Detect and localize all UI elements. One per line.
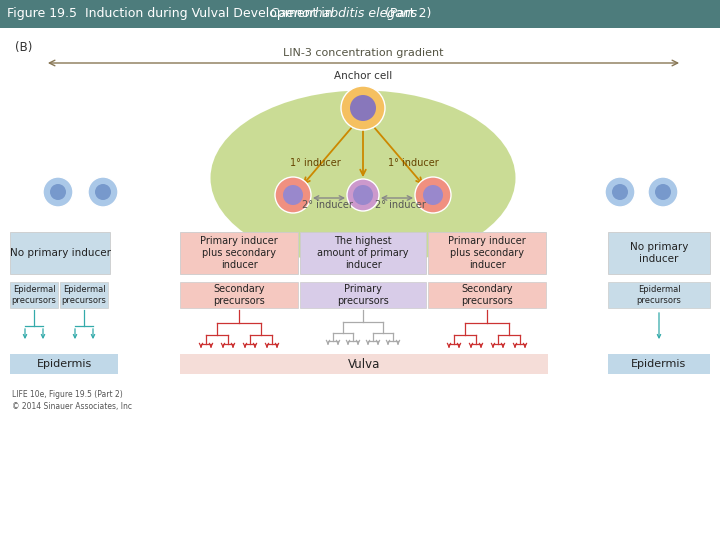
FancyBboxPatch shape (10, 282, 58, 308)
FancyBboxPatch shape (428, 232, 546, 274)
FancyBboxPatch shape (180, 282, 298, 308)
Circle shape (347, 179, 379, 211)
Text: No primary inducer: No primary inducer (9, 248, 110, 258)
Circle shape (605, 177, 635, 207)
Circle shape (612, 184, 628, 200)
Circle shape (415, 177, 451, 213)
Circle shape (341, 86, 385, 130)
Text: Figure 19.5  Induction during Vulval Development in: Figure 19.5 Induction during Vulval Deve… (7, 8, 337, 21)
FancyBboxPatch shape (180, 232, 298, 274)
Text: LIN-3 concentration gradient: LIN-3 concentration gradient (283, 48, 444, 58)
Text: (B): (B) (15, 40, 32, 53)
Text: Primary inducer
plus secondary
inducer: Primary inducer plus secondary inducer (448, 235, 526, 271)
FancyBboxPatch shape (300, 282, 426, 308)
Text: Anchor cell: Anchor cell (334, 71, 392, 81)
Text: LIFE 10e, Figure 19.5 (Part 2)
© 2014 Sinauer Associates, Inc: LIFE 10e, Figure 19.5 (Part 2) © 2014 Si… (12, 390, 132, 411)
Text: Secondary
precursors: Secondary precursors (461, 284, 513, 306)
FancyBboxPatch shape (180, 354, 548, 374)
FancyBboxPatch shape (300, 232, 426, 274)
Text: No primary
inducer: No primary inducer (630, 242, 688, 264)
Ellipse shape (210, 91, 516, 266)
FancyBboxPatch shape (608, 282, 710, 308)
Text: The highest
amount of primary
inducer: The highest amount of primary inducer (318, 235, 409, 271)
Text: Secondary
precursors: Secondary precursors (213, 284, 265, 306)
Circle shape (283, 185, 303, 205)
Circle shape (648, 177, 678, 207)
Text: Epidermal
precursors: Epidermal precursors (636, 285, 681, 305)
FancyBboxPatch shape (60, 282, 108, 308)
Circle shape (353, 185, 373, 205)
Text: 2° inducer: 2° inducer (302, 200, 352, 210)
FancyBboxPatch shape (0, 0, 720, 28)
Text: Primary
precursors: Primary precursors (337, 284, 389, 306)
Circle shape (88, 177, 118, 207)
Circle shape (50, 184, 66, 200)
Circle shape (350, 95, 376, 121)
Text: 1° inducer: 1° inducer (289, 158, 341, 168)
Circle shape (275, 177, 311, 213)
FancyBboxPatch shape (10, 232, 110, 274)
Text: Epidermis: Epidermis (37, 359, 91, 369)
Text: (Part 2): (Part 2) (381, 8, 431, 21)
Circle shape (95, 184, 111, 200)
Circle shape (43, 177, 73, 207)
Text: Vulva: Vulva (348, 357, 380, 370)
Text: Epidermis: Epidermis (631, 359, 687, 369)
Circle shape (423, 185, 443, 205)
Text: Epidermal
precursors: Epidermal precursors (62, 285, 107, 305)
Text: Epidermal
precursors: Epidermal precursors (12, 285, 56, 305)
Text: Primary inducer
plus secondary
inducer: Primary inducer plus secondary inducer (200, 235, 278, 271)
FancyBboxPatch shape (428, 282, 546, 308)
Text: Caenorhabditis elegans: Caenorhabditis elegans (269, 8, 417, 21)
FancyBboxPatch shape (10, 354, 118, 374)
FancyBboxPatch shape (608, 354, 710, 374)
Text: 2° inducer: 2° inducer (374, 200, 426, 210)
Circle shape (655, 184, 671, 200)
FancyBboxPatch shape (608, 232, 710, 274)
Text: 1° inducer: 1° inducer (387, 158, 438, 168)
